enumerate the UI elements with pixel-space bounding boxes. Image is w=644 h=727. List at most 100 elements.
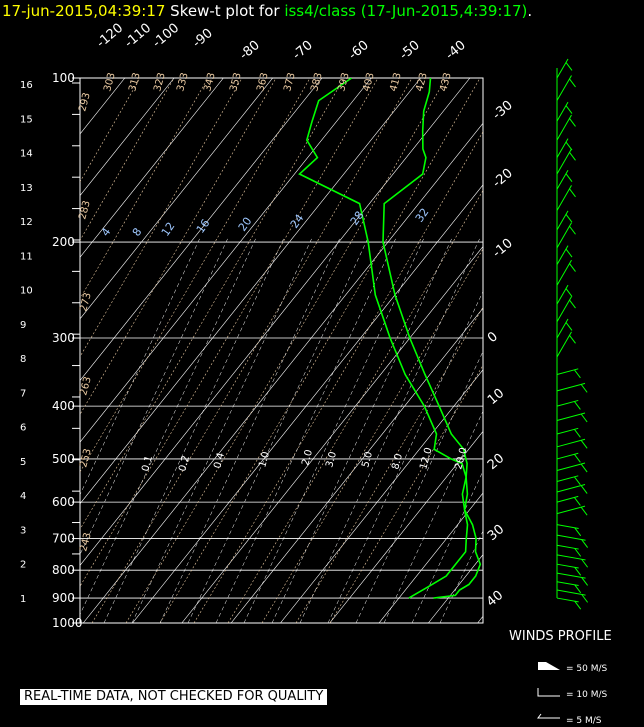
wind-barb [556,399,579,407]
km-label: 16 [20,80,33,91]
mixing-ratio-label: 32 [413,206,432,225]
theta-label: 353 [228,71,244,92]
pressure-label: 600 [52,495,75,509]
temperature-label: -90 [190,26,216,51]
wind-barb-feather [565,62,573,71]
isotherm-line [527,78,644,623]
wind-barb [556,438,586,448]
winds-profile-title: WINDS PROFILE [509,629,612,644]
wind-barb-feather [581,594,589,603]
wind-barb [556,505,586,515]
adiabat-line [159,78,481,623]
adiabat-line [80,78,311,473]
wind-barb-feather [580,506,588,516]
temperature-label: -10 [490,236,516,261]
isotherm-line [132,184,483,623]
saturation-label: 1.0 [257,451,272,469]
wind-barb [556,101,569,122]
plot-frame [79,77,484,624]
wind-barb [556,138,569,158]
qa-banner: REAL-TIME DATA, NOT CHECKED FOR QUALITY [20,689,328,705]
wind-barb [556,185,572,211]
pressure-label: 400 [52,399,75,413]
theta-label: 433 [438,71,454,92]
header-timestamp: 17-jun-2015,04:39:17 [2,2,166,20]
theta-label: 403 [361,71,377,92]
saturation-label: 3.0 [324,451,339,469]
km-label: 11 [20,251,33,262]
km-label: 13 [20,183,33,194]
temperature-label: -20 [490,166,516,191]
wind-barb [556,534,586,541]
isotherm-line [280,369,483,623]
wind-barb-feather [574,584,582,594]
km-label: 1 [20,594,26,605]
saturation-label: 8.0 [390,453,405,471]
header-title-text: Skew-t plot for [165,2,285,20]
wind-barb [556,169,569,190]
wind-barb-feather [569,118,576,127]
theta-label: 423 [414,71,430,92]
mixing-ratio-line [383,410,483,623]
temperature-label: 20 [485,451,507,473]
header-title: 17-jun-2015,04:39:17 Skew-t plot for iss… [2,2,532,20]
wind-barb-feather [574,567,582,576]
pressure-label: 300 [52,331,75,345]
wind-barb-feather [565,105,573,114]
isotherm-line [80,78,175,197]
saturation-label: 0.1 [140,455,155,473]
adiabat-line [80,78,345,530]
wind-barb-feather [573,429,581,438]
wind-barb-feather [565,288,573,297]
km-label: 7 [20,388,26,399]
adiabat-line [80,78,175,241]
temperature-label: -40 [443,38,469,63]
wind-barb [556,318,569,339]
theta-label: 343 [202,71,218,92]
wind-barb-feather [581,539,589,548]
adiabat-line [193,131,483,623]
wind-barb-feather [580,384,588,393]
wind-legend-barb-10 [537,688,560,697]
wind-barb [556,114,572,141]
km-label: 4 [20,491,26,502]
wind-barb [556,259,572,286]
wind-barb-feather [569,299,576,309]
wind-barb-feather [580,485,588,494]
mixing-ratio-line [159,237,341,623]
isotherm-line [80,78,273,320]
wind-barb-feather [580,413,588,423]
temperature-label: 40 [484,588,506,610]
wind-barb-feather [565,214,573,223]
temperature-label: -80 [237,38,263,63]
mixing-ratio-line [327,290,483,623]
wind-barb [556,368,579,376]
adiabat-line [125,78,447,623]
km-label: 8 [20,354,26,365]
wind-barb-feather [580,440,588,449]
isotherm-line [0,78,26,623]
temperature-label: -30 [490,98,516,123]
theta-label: 373 [282,71,298,92]
isotherm-line [181,246,483,623]
km-label: 15 [20,114,33,125]
mixing-ratio-line [271,237,453,623]
wind-barb-feather [574,600,582,610]
adiabat-line [80,78,243,358]
theta-label: 243 [78,531,94,552]
grid-lines [72,77,484,624]
temperature-label: 30 [485,522,507,544]
reference-lines [0,78,644,623]
mixing-ratio-line [80,237,257,616]
pressure-label: 900 [52,591,75,605]
header-source: iss4/class (17-Jun-2015,4:39:17) [284,2,528,20]
mixing-ratio-label: 8 [130,226,145,239]
wind-barb [556,452,579,460]
pressure-label: 800 [52,563,75,577]
km-label: 3 [20,525,26,536]
km-label: 6 [20,423,26,434]
adiabat-line [80,78,277,416]
temperature-label: 10 [485,386,507,408]
theta-label: 283 [77,199,93,220]
